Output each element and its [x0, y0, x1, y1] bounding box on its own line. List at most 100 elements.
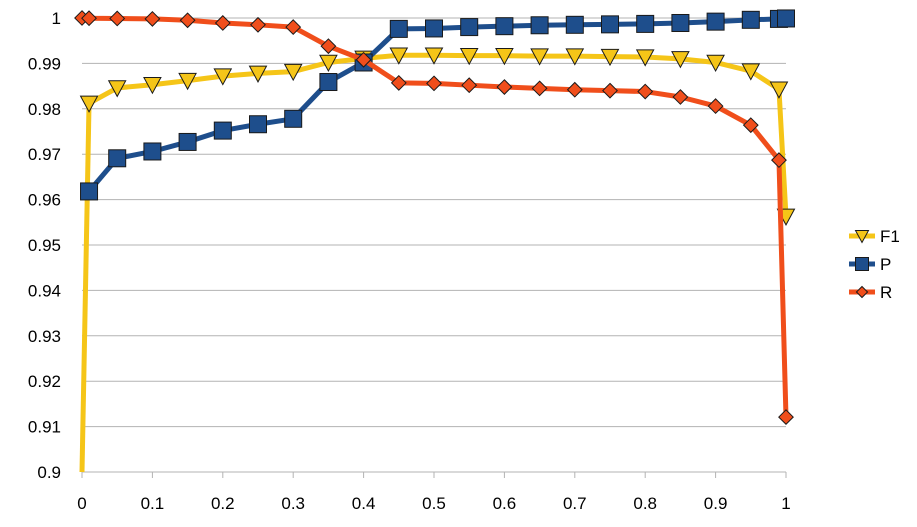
legend-label: F1	[880, 227, 900, 246]
data-point	[250, 16, 266, 33]
data-point	[459, 47, 479, 66]
legend-label: R	[880, 283, 892, 302]
data-point	[424, 47, 444, 65]
x-tick-label: 0	[77, 494, 86, 513]
legend-item: P	[849, 255, 891, 274]
axes: 0.90.910.920.930.940.950.960.970.980.991…	[28, 9, 791, 513]
data-point	[769, 81, 789, 99]
data-point	[600, 48, 620, 67]
data-point	[389, 19, 408, 38]
gridlines	[82, 17, 786, 473]
x-tick-label: 0.2	[211, 494, 235, 513]
x-tick-label: 1	[781, 494, 790, 513]
data-point	[530, 48, 549, 66]
y-tick-label: 0.97	[28, 145, 61, 164]
series-line-segment	[79, 103, 92, 473]
data-point	[565, 48, 585, 66]
data-point	[672, 89, 689, 105]
y-tick-label: 0.9	[37, 463, 61, 482]
y-tick-label: 0.91	[28, 418, 61, 437]
data-point	[214, 15, 231, 31]
data-point	[178, 72, 197, 91]
legend-marker	[855, 257, 869, 271]
y-tick-label: 0.94	[28, 281, 61, 300]
x-tick-label: 0.7	[563, 494, 587, 513]
data-point	[635, 49, 655, 67]
data-point	[460, 18, 479, 37]
data-point	[249, 115, 267, 134]
y-tick-label: 0.95	[28, 236, 61, 255]
legend-item: F1	[849, 227, 900, 246]
data-point	[495, 47, 514, 66]
data-point	[319, 54, 338, 73]
legend-item: R	[849, 283, 892, 302]
data-point	[389, 47, 409, 65]
y-tick-label: 1	[52, 9, 61, 28]
data-point	[671, 51, 690, 69]
data-point	[178, 132, 197, 151]
data-point	[108, 149, 127, 168]
y-tick-label: 0.93	[28, 327, 61, 346]
data-point	[320, 38, 337, 55]
data-point	[390, 74, 407, 91]
legend-label: P	[880, 255, 891, 274]
data-point	[107, 80, 127, 98]
data-point	[426, 75, 442, 92]
x-tick-label: 0.5	[422, 494, 446, 513]
data-point	[636, 14, 655, 33]
data-point	[742, 117, 759, 134]
y-tick-label: 0.92	[28, 372, 61, 391]
data-point	[741, 63, 761, 81]
data-point	[213, 121, 232, 140]
data-point	[143, 77, 162, 95]
x-tick-label: 0.1	[141, 494, 165, 513]
x-tick-label: 0.4	[352, 494, 376, 513]
legend-marker	[854, 229, 870, 244]
x-tick-label: 0.9	[704, 494, 728, 513]
series-R	[74, 10, 794, 425]
data-point	[601, 15, 619, 34]
data-point	[496, 79, 513, 95]
data-point	[530, 16, 549, 35]
data-point	[425, 19, 443, 38]
data-point	[248, 65, 268, 83]
data-point	[109, 10, 126, 27]
data-point	[565, 15, 584, 34]
data-point	[531, 80, 548, 97]
legend: F1 PR	[849, 227, 900, 302]
series-P	[80, 9, 795, 201]
data-point	[319, 73, 338, 92]
x-tick-label: 0.6	[493, 494, 517, 513]
y-tick-label: 0.98	[28, 100, 61, 119]
data-point	[81, 10, 97, 27]
data-point	[706, 54, 725, 73]
data-point	[461, 77, 478, 94]
data-point	[777, 9, 795, 28]
series-F1	[79, 47, 796, 473]
data-point	[284, 109, 303, 128]
data-point	[213, 68, 233, 86]
data-point	[602, 82, 618, 99]
y-tick-label: 0.99	[28, 54, 61, 73]
x-tick-label: 0.8	[633, 494, 657, 513]
legend-marker	[855, 285, 869, 299]
data-point	[143, 142, 162, 161]
y-tick-label: 0.96	[28, 191, 61, 210]
data-point	[285, 19, 302, 36]
data-point	[79, 95, 99, 113]
series-line	[87, 15, 787, 194]
data-point	[179, 12, 196, 29]
series-line	[87, 52, 789, 217]
data-point	[778, 409, 794, 425]
data-point	[355, 51, 372, 68]
data-point	[144, 10, 161, 27]
data-point	[771, 152, 787, 169]
data-point	[637, 83, 654, 100]
series-group	[74, 9, 796, 473]
data-point	[671, 13, 690, 32]
data-point	[495, 17, 514, 36]
data-point	[707, 98, 724, 115]
x-tick-label: 0.3	[281, 494, 305, 513]
data-point	[741, 10, 760, 29]
